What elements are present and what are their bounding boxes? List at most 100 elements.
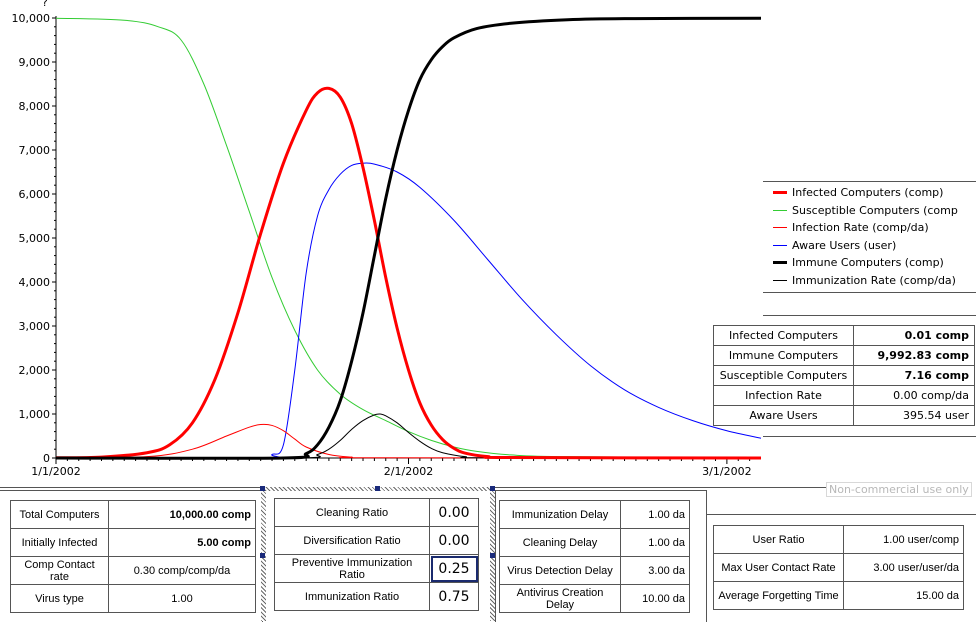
series-line-aware-users-user (55, 162, 762, 459)
x-tick-label: 2/1/2002 (384, 465, 433, 478)
parameter-label: Max User Contact Rate (713, 553, 844, 582)
delay-parameters-table: Immunization Delay 1.00 da Cleaning Delay 1… (499, 500, 690, 613)
output-value: 0.00 comp/da (853, 385, 975, 406)
resize-grip-topright[interactable] (490, 486, 495, 491)
parameter-value-input[interactable]: 10,000.00 comp (108, 500, 256, 529)
parameter-row: Virus Detection Delay 3.00 da (499, 556, 690, 585)
parameter-value-input[interactable]: 1.00 da (620, 528, 690, 557)
series-line-susceptible-computers-comp (55, 17, 762, 459)
series-line-immunization-rate-comp-da (55, 413, 762, 459)
legend-item: Infection Rate (comp/da) (773, 219, 929, 236)
parameter-row: Average Forgetting Time 15.00 da (713, 581, 964, 610)
parameter-label: Antivirus Creation Delay (499, 584, 621, 613)
output-label: Immune Computers (713, 345, 854, 366)
parameter-label: Average Forgetting Time (713, 581, 844, 610)
parameter-value-input[interactable]: 5.00 comp (108, 528, 256, 557)
legend-swatch (773, 244, 787, 246)
series-line-immune-computers-comp (55, 16, 762, 460)
output-row: Infection Rate 0.00 comp/da (713, 385, 975, 406)
resize-grip-topmid[interactable] (375, 486, 380, 491)
parameter-row: Virus type 1.00 (10, 584, 256, 613)
parameter-row: Total Computers 10,000.00 comp (10, 500, 256, 529)
parameter-value-input[interactable]: 3.00 da (620, 556, 690, 585)
parameter-label: Diversification Ratio (274, 526, 430, 555)
parameter-label: User Ratio (713, 525, 844, 554)
parameter-row: Comp Contact rate 0.30 comp/comp/da (10, 556, 256, 585)
y-tick-label: 10,000 (12, 12, 51, 25)
parameter-value-input[interactable]: 15.00 da (843, 581, 964, 610)
parameter-label: Initially Infected (10, 528, 109, 557)
parameter-row: Antivirus Creation Delay 10.00 da (499, 584, 690, 613)
time-series-chart: 0 1,000 2,000 3,000 4,000 5,000 6,000 7,000 8,00… (12, 0, 976, 478)
legend-label: Susceptible Computers (comp (792, 203, 958, 217)
legend-label: Infected Computers (comp) (792, 186, 944, 199)
y-unit-marker: ? (42, 0, 48, 9)
x-tick-label: 1/1/2002 (31, 465, 80, 478)
y-tick-label: 0 (43, 452, 50, 465)
legend-item: Susceptible Computers (comp (773, 202, 958, 219)
legend-label: Infection Rate (comp/da) (792, 221, 929, 234)
parameter-value-input[interactable]: 0.00 (429, 498, 479, 527)
virus-parameters-table: Total Computers 10,000.00 comp Initially I… (10, 500, 256, 613)
parameter-value-input[interactable]: 1.00 da (620, 500, 690, 529)
parameter-value-input[interactable]: 1.00 (108, 584, 256, 613)
resize-grip-midleft[interactable] (260, 553, 265, 558)
output-row: Infected Computers 0.01 comp (713, 325, 975, 346)
legend-swatch (773, 261, 787, 264)
y-tick-label: 4,000 (19, 276, 51, 289)
output-label: Susceptible Computers (713, 365, 854, 386)
parameter-row: Initially Infected 5.00 comp (10, 528, 256, 557)
output-value: 9,992.83 comp (853, 345, 975, 366)
parameter-label: Cleaning Ratio (274, 498, 430, 527)
parameter-label: Comp Contact rate (10, 556, 109, 585)
parameter-row: Immunization Delay 1.00 da (499, 500, 690, 529)
y-tick-label: 1,000 (19, 408, 51, 421)
parameter-value-input[interactable]: 1.00 user/comp (843, 525, 964, 554)
parameter-row: Cleaning Ratio 0.00 (274, 498, 479, 527)
legend-swatch (773, 209, 787, 211)
parameter-row: Cleaning Delay 1.00 da (499, 528, 690, 557)
y-tick-label: 9,000 (19, 56, 51, 69)
parameter-label: Immunization Ratio (274, 582, 430, 611)
legend-item: Immune Computers (comp) (773, 254, 944, 271)
output-row: Immune Computers 9,992.83 comp (713, 345, 975, 366)
series-line-infection-rate-comp-da (55, 423, 762, 459)
output-values-table: Infected Computers 0.01 comp Immune Comput… (713, 325, 975, 426)
output-row: Susceptible Computers 7.16 comp (713, 365, 975, 386)
series-line-infected-computers-comp (55, 86, 762, 460)
y-tick-label: 2,000 (19, 364, 51, 377)
legend-label: Aware Users (user) (792, 238, 897, 252)
resize-grip-midright[interactable] (490, 553, 495, 558)
chart-legend: Infected Computers (comp) Susceptible Com… (763, 181, 976, 293)
legend-swatch (773, 279, 787, 281)
output-row: Aware Users 395.54 user (713, 405, 975, 426)
y-tick-label: 8,000 (19, 100, 51, 113)
y-tick-label: 7,000 (19, 144, 51, 157)
chart-canvas: 0 1,000 2,000 3,000 4,000 5,000 6,000 7,000 8,00… (12, 0, 762, 478)
parameter-value-input[interactable]: 0.25 (429, 554, 479, 583)
y-tick-label: 6,000 (19, 188, 51, 201)
user-parameters-table: User Ratio 1.00 user/comp Max User Contact… (713, 525, 964, 610)
input-panel-virus: Total Computers 10,000.00 comp Initially I… (0, 490, 263, 622)
output-divider-top (763, 315, 976, 316)
output-divider-bottom (763, 436, 976, 437)
parameter-value-input[interactable]: 0.30 comp/comp/da (108, 556, 256, 585)
parameter-value-input[interactable]: 10.00 da (620, 584, 690, 613)
watermark-label: Non-commercial use only (826, 482, 972, 497)
parameter-label: Cleaning Delay (499, 528, 621, 557)
legend-item: Immunization Rate (comp/da) (773, 272, 956, 289)
parameter-row: Preventive Immunization Ratio 0.25 (274, 554, 479, 583)
input-panel-ratios: Cleaning Ratio 0.00 Diversification Ratio 0… (266, 491, 490, 621)
legend-label: Immunization Rate (comp/da) (792, 273, 956, 287)
parameter-label: Preventive Immunization Ratio (274, 554, 430, 583)
parameter-value-input[interactable]: 0.75 (429, 582, 479, 611)
resize-grip-topleft[interactable] (260, 486, 265, 491)
output-label: Infection Rate (713, 385, 854, 406)
ratio-parameters-table: Cleaning Ratio 0.00 Diversification Ratio 0… (274, 498, 479, 611)
legend-item: Infected Computers (comp) (773, 184, 943, 201)
y-tick-label: 3,000 (19, 320, 51, 333)
parameter-value-input[interactable]: 3.00 user/user/da (843, 553, 964, 582)
legend-swatch (773, 191, 787, 194)
parameter-value-input[interactable]: 0.00 (429, 526, 479, 555)
parameter-row: User Ratio 1.00 user/comp (713, 525, 964, 554)
